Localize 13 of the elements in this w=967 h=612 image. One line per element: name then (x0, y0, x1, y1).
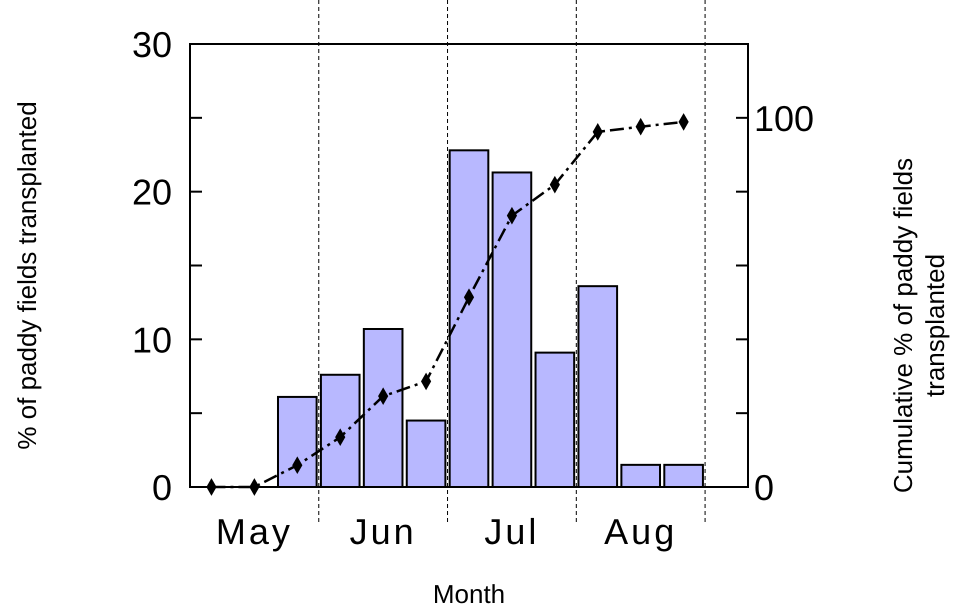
y-tick-label: 10 (132, 319, 172, 360)
x-tick-label: Jun (350, 511, 417, 552)
y2-axis-title: Cumulative % of paddy fields transplanted (888, 158, 950, 494)
x-tick-label: Jul (484, 511, 540, 552)
y-tick-label: 20 (132, 172, 172, 213)
y2-tick-label: 100 (754, 98, 814, 139)
y2-tick-label: 0 (754, 466, 774, 508)
x-tick-label: Aug (604, 511, 678, 552)
x-tick-label: May (216, 511, 293, 552)
y-tick-label: 0 (152, 466, 172, 508)
y-axis-title: % of paddy fields transplanted (12, 101, 42, 450)
x-axis-title: Month (432, 579, 506, 609)
y-tick-label: 30 (132, 24, 172, 65)
